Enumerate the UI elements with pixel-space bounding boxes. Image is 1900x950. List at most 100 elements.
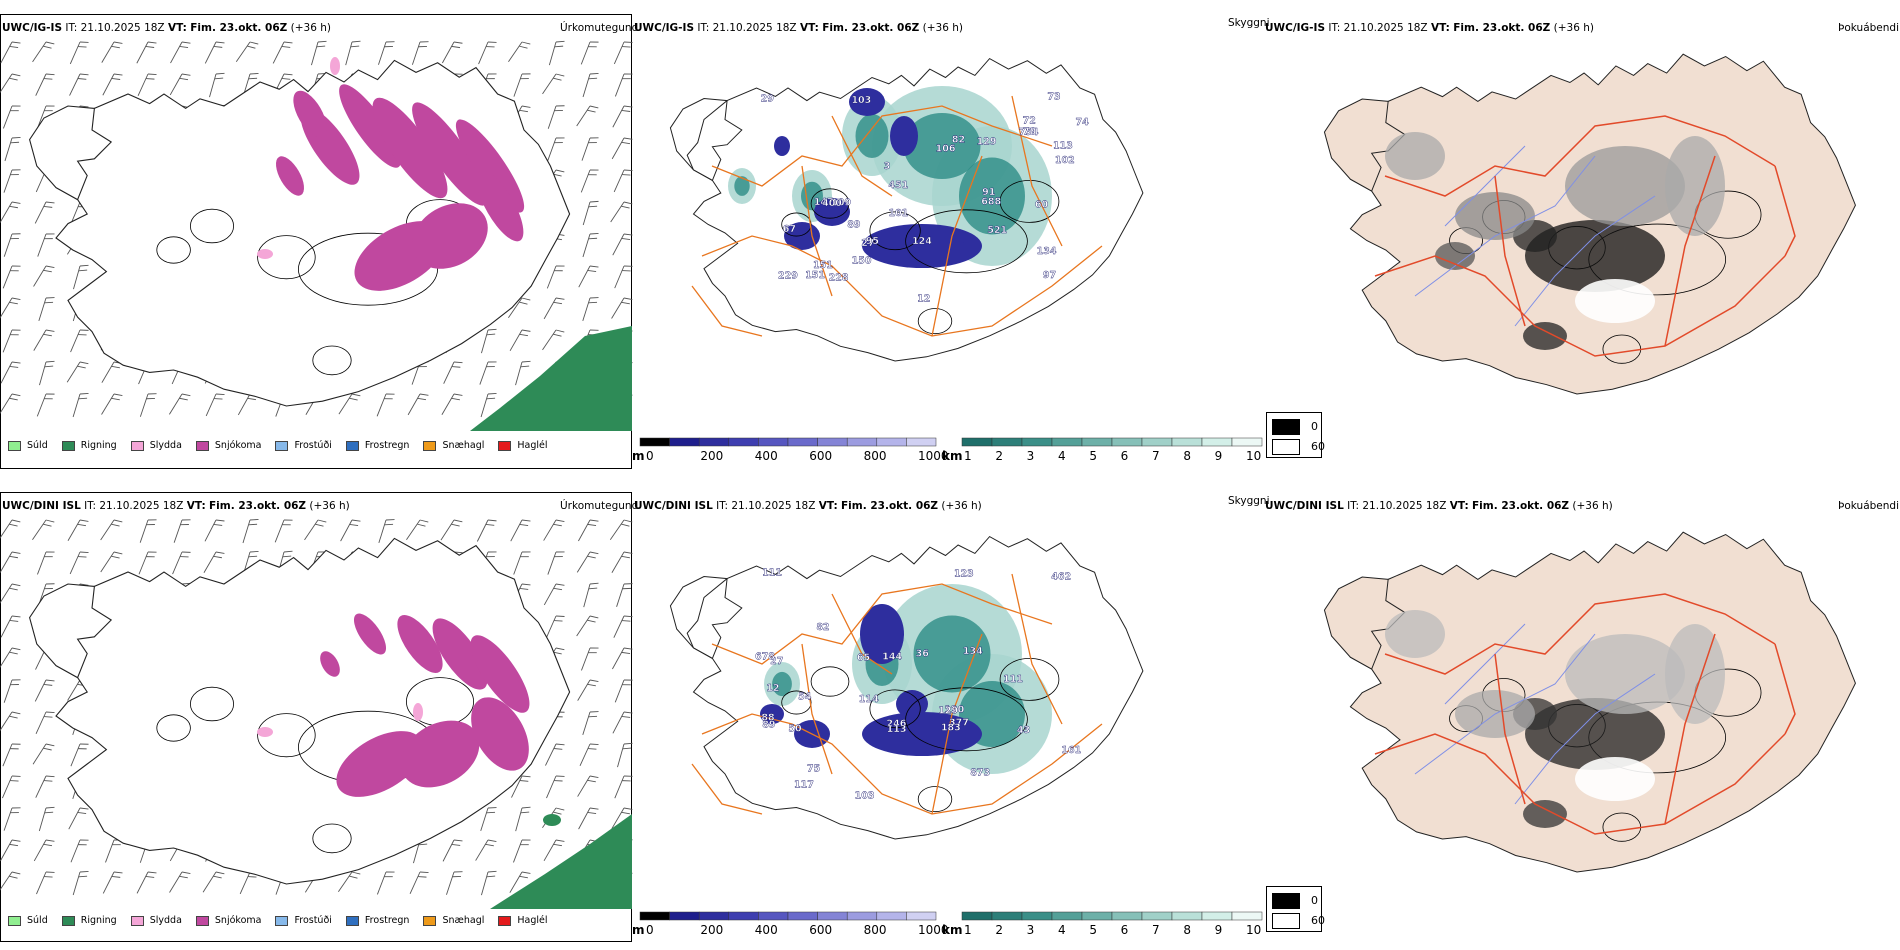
snow-area — [336, 731, 424, 797]
wind-barb — [73, 264, 89, 290]
colorbar-unit: m — [632, 923, 645, 937]
wind-barb — [32, 519, 55, 541]
ceiling-value-label: 65 — [857, 652, 870, 663]
it-label: IT: — [1328, 22, 1341, 34]
wind-barb — [139, 519, 157, 543]
wind-barb — [376, 871, 395, 895]
wind-barb — [617, 742, 633, 768]
fog-legend-swatch-60 — [1272, 913, 1300, 929]
wind-barb — [406, 519, 429, 541]
ceiling-value-label: 113 — [887, 724, 907, 735]
snow-area — [339, 84, 401, 168]
wind-barb — [581, 647, 599, 671]
precip-legend-item: Snæhagl — [423, 440, 484, 451]
colorbar-tick: 1 — [964, 923, 972, 937]
fog-index-area — [1385, 610, 1445, 658]
road — [1664, 633, 1716, 825]
vt-value: Fim. 23.okt. 06Z — [841, 500, 939, 512]
wind-barb — [35, 775, 55, 798]
ceiling-value-label: 75 — [807, 764, 820, 775]
legend-swatch — [130, 440, 144, 451]
legend-label: Haglél — [517, 915, 548, 926]
wind-barb — [0, 519, 21, 541]
glacier-outline — [781, 690, 812, 715]
colorbar-segment — [639, 437, 670, 447]
rain-area — [490, 814, 632, 909]
wind-barb — [407, 393, 429, 416]
road — [1664, 155, 1716, 347]
colorbar-tick: 200 — [700, 923, 723, 937]
cloud-title: UWC/DINI ISL IT: 21.10.2025 18Z VT: Fim.… — [634, 500, 982, 512]
wind-barb — [614, 679, 633, 703]
road — [1374, 733, 1786, 835]
snow-area — [320, 651, 340, 677]
wind-barb — [33, 265, 55, 287]
colorbar-segment — [1171, 911, 1203, 921]
road — [701, 713, 1103, 815]
wind-barb — [583, 582, 599, 608]
precip-legend-item: Slydda — [130, 440, 182, 451]
road — [1384, 115, 1776, 197]
fog-index-area — [1525, 220, 1665, 292]
wind-barb — [508, 41, 531, 63]
ceiling-value-label: 111 — [1003, 674, 1023, 685]
sleet-area — [330, 57, 340, 75]
wind-barb — [338, 393, 361, 415]
ceiling-labels: 377 27 462 183 114 144 111 120 65 36 75 678 50 246 43 1… — [755, 567, 1082, 801]
snow-area — [276, 156, 304, 196]
ceiling-value-label: 151 — [813, 260, 833, 271]
glacier-outline — [810, 666, 850, 697]
ceiling-value-label: 29 — [761, 93, 774, 104]
glacier-outline — [257, 235, 316, 280]
ceiling-value-label: 129 — [977, 137, 997, 148]
wind-barb — [172, 551, 191, 575]
ceiling-value-label: 27 — [861, 238, 874, 249]
wind-barb — [0, 583, 21, 605]
colorbar-segment — [639, 911, 670, 921]
sleet-area — [257, 727, 273, 737]
wind-barb — [580, 169, 599, 193]
snow-area — [353, 613, 387, 655]
ceiling-value-label: 50 — [788, 724, 802, 735]
wind-barb — [582, 711, 599, 736]
ceiling-value-label: 43 — [1017, 725, 1030, 736]
glacier-outline — [190, 686, 235, 722]
colorbar-segment — [961, 437, 993, 447]
wind-barb — [204, 519, 225, 542]
wind-barb — [481, 328, 497, 354]
colorbar-tick: 600 — [809, 449, 832, 463]
colorbar-tick: 10 — [1246, 449, 1261, 463]
colorbar-tick: 3 — [1027, 449, 1035, 463]
glacier-outline — [190, 208, 235, 244]
precip-legend-item: Frostregn — [345, 440, 409, 451]
wind-barb — [169, 871, 191, 893]
wind-barb — [32, 743, 55, 765]
road — [701, 235, 1103, 337]
wind-barb — [441, 393, 463, 415]
vt-value: Fim. 23.okt. 06Z — [190, 22, 288, 34]
glacier-outline — [312, 345, 352, 376]
wind-barb — [578, 265, 599, 288]
legend-label: Rigning — [80, 915, 117, 926]
wind-barb — [2, 329, 21, 353]
road — [711, 105, 1053, 187]
precip-legend: Súld Rigning Slydda Snjókoma Frostúði Frostre… — [8, 440, 562, 451]
colorbar-tick: 800 — [864, 449, 887, 463]
ceiling-value-label: 91 — [982, 187, 995, 198]
ceiling-value-label: 72 — [1023, 116, 1036, 127]
road — [1494, 175, 1526, 327]
snow-area — [455, 119, 525, 213]
wind-barb — [542, 329, 565, 351]
visibility-area — [772, 671, 792, 697]
wind-barb — [2, 743, 21, 767]
road — [1011, 573, 1063, 725]
ceiling-value-label: 95 — [866, 236, 879, 247]
colorbar-segment — [1201, 911, 1233, 921]
low-ceiling-area — [849, 88, 885, 116]
wind-barb — [476, 519, 497, 542]
wind-barb — [611, 137, 633, 160]
ceiling-value-label: 82 — [952, 134, 965, 145]
wind-barb — [409, 871, 429, 895]
legend-swatch — [61, 915, 75, 926]
colorbar-tick: 0 — [646, 449, 654, 463]
